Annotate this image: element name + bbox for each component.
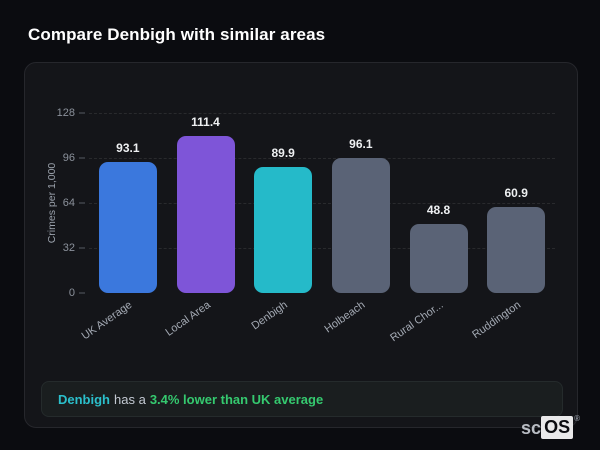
gridline-64 (89, 203, 555, 204)
x-axis-label-local-area: Local Area (162, 299, 213, 339)
y-tick-label-128: 128 (56, 107, 75, 119)
x-axis-label-uk-average: UK Average (79, 299, 135, 343)
y-tick-label-32: 32 (62, 242, 75, 254)
x-axis-label-holbeach: Holbeach (322, 299, 368, 336)
y-tick-label-96: 96 (62, 152, 75, 164)
note-middle-text: has a (114, 391, 146, 407)
bar-value-holbeach: 96.1 (349, 136, 373, 151)
y-tick-mark-32 (79, 247, 85, 249)
bar-ruddington[interactable] (487, 207, 546, 293)
bar-column-uk-average: 93.1 UK Average (80, 113, 167, 342)
registered-mark-icon: ® (574, 414, 580, 423)
bar-rural-chor[interactable] (409, 224, 468, 293)
x-axis-label-ruddington: Ruddington (470, 299, 524, 342)
x-axis-label-denbigh: Denbigh (249, 299, 291, 333)
note-highlight-text: 3.4% lower than UK average (149, 391, 324, 407)
gridline-128 (89, 113, 555, 114)
bar-columns: 93.1 UK Average 111.4 Local Area 89.9 Denbigh… (80, 113, 555, 344)
y-tick-label-64: 64 (62, 197, 75, 209)
bar-uk-average[interactable] (98, 162, 157, 293)
bar-value-ruddington: 60.9 (504, 186, 528, 201)
comparison-note: Denbigh has a 3.4% lower than UK average (41, 381, 563, 417)
x-axis-label-rural-chor: Rural Chor... (387, 299, 446, 345)
y-tick-label-0: 0 (68, 287, 75, 299)
y-tick-mark-64 (79, 202, 85, 204)
y-tick-mark-0 (79, 292, 85, 294)
gridline-32 (89, 248, 555, 249)
bar-value-uk-average: 93.1 (116, 141, 140, 156)
y-tick-mark-128 (79, 112, 85, 114)
bar-column-holbeach: 96.1 Holbeach (322, 113, 400, 335)
y-tick-mark-96 (79, 157, 85, 159)
logo-suffix: OS (541, 416, 574, 439)
bar-column-local-area: 111.4 Local Area (163, 113, 245, 339)
bar-column-denbigh: 89.9 Denbigh (244, 113, 322, 332)
bar-value-denbigh: 89.9 (271, 145, 295, 160)
chart-card: Crimes per 1,000 0 32 64 96 128 93.1 UK Avera… (24, 62, 578, 428)
bar-column-rural-chor: 48.8 Rural Chor... (388, 113, 478, 344)
bar-holbeach[interactable] (331, 157, 390, 293)
note-area-name: Denbigh (58, 391, 110, 407)
page-title: Compare Denbigh with similar areas (28, 25, 326, 44)
bar-local-area[interactable] (176, 136, 235, 293)
gridline-96 (89, 158, 555, 159)
scos-logo: sc OS ® (521, 415, 580, 439)
y-axis-title: Crimes per 1,000 (46, 162, 58, 244)
bar-value-rural-chor: 48.8 (426, 203, 451, 218)
bar-value-local-area: 111.4 (191, 115, 220, 130)
logo-prefix: sc (521, 418, 542, 438)
bar-denbigh[interactable] (254, 166, 313, 293)
bar-chart: Crimes per 1,000 0 32 64 96 128 93.1 UK Avera… (46, 107, 555, 344)
bar-column-ruddington: 60.9 Ruddington (470, 113, 555, 341)
